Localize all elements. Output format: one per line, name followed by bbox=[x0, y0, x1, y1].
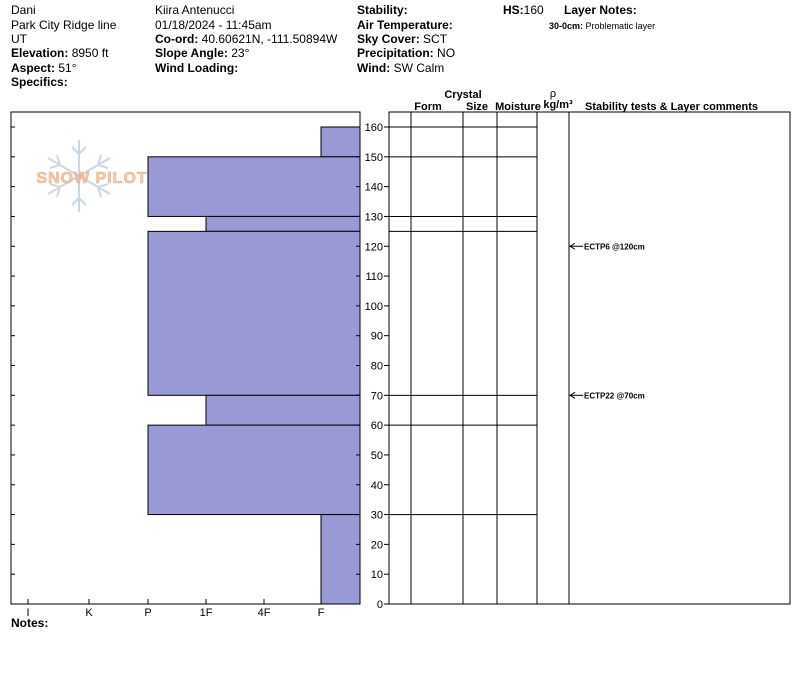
hardness-bar bbox=[320, 126, 361, 158]
stability-label: Stability: bbox=[357, 3, 408, 17]
depth-tick-label: 130 bbox=[365, 211, 383, 223]
air-temp-field: Air Temperature: bbox=[357, 18, 453, 32]
depth-tick-label: 60 bbox=[371, 420, 383, 432]
density-symbol-header: ρ bbox=[550, 88, 556, 100]
depth-tick-label: 90 bbox=[371, 331, 383, 343]
depth-tick-label: 10 bbox=[371, 569, 383, 581]
depth-tick-label: 30 bbox=[371, 510, 383, 522]
snowflake-icon bbox=[47, 140, 111, 212]
specifics-label: Specifics: bbox=[11, 75, 68, 89]
hardness-tick-label: I bbox=[26, 607, 29, 619]
layer-note-item: 30-0cm: Problematic layer bbox=[549, 19, 655, 33]
depth-tick-label: 160 bbox=[365, 122, 383, 134]
depth-axis: 0 10 20 30 40 50 60 70 80 90 100 110 120 130 140 150 160 bbox=[365, 122, 389, 611]
author-name: Kiira Antenucci bbox=[155, 3, 235, 17]
layer-notes-label: Layer Notes: bbox=[564, 3, 637, 17]
stability-field: Stability: bbox=[357, 3, 408, 17]
depth-tick-label: 40 bbox=[371, 480, 383, 492]
wind-loading-label: Wind Loading: bbox=[155, 61, 239, 75]
depth-tick-label: 80 bbox=[371, 361, 383, 373]
hardness-bar bbox=[147, 424, 361, 516]
hs-field: HS:160 bbox=[503, 3, 544, 17]
hs-label: HS: bbox=[503, 3, 524, 17]
plot-edge-ticks bbox=[11, 126, 360, 605]
arrow-left-icon bbox=[569, 391, 576, 399]
location-name: Park City Ridge line bbox=[11, 18, 117, 32]
coord-value: 40.60621N, -111.50894W bbox=[201, 32, 338, 46]
wind-value: SW Calm bbox=[393, 61, 445, 75]
stability-test-annotations: ECTP6 @120cm ECTP22 @70cm bbox=[569, 242, 645, 400]
hardness-tick-label: K bbox=[85, 607, 93, 619]
size-header: Size bbox=[466, 101, 488, 113]
layer-table-frame bbox=[388, 111, 791, 605]
state-name: UT bbox=[11, 32, 27, 46]
hs-value: 160 bbox=[523, 3, 544, 17]
coord-label: Co-ord: bbox=[155, 32, 199, 46]
air-temp-label: Air Temperature: bbox=[357, 18, 453, 32]
layer-note-range: 30-0cm: bbox=[549, 21, 584, 31]
precip-field: Precipitation: NO bbox=[357, 46, 455, 60]
watermark-text: SNOW PILOT bbox=[36, 170, 147, 187]
elevation-value: 8950 ft bbox=[71, 46, 109, 60]
layer-boundary-lines bbox=[389, 126, 537, 516]
hardness-axis: I K P 1F 4F F bbox=[26, 599, 325, 619]
slope-value: 23° bbox=[231, 46, 250, 60]
depth-tick-label: 140 bbox=[365, 182, 383, 194]
comments-header: Stability tests & Layer comments bbox=[585, 101, 758, 113]
hardness-bars bbox=[147, 126, 361, 605]
slope-field: Slope Angle: 23° bbox=[155, 46, 249, 60]
wind-field: Wind: SW Calm bbox=[357, 61, 444, 75]
density-unit-header: kg/m³ bbox=[543, 99, 573, 111]
hardness-tick-label: 4F bbox=[258, 607, 271, 619]
precip-value: NO bbox=[437, 46, 456, 60]
sky-cover-label: Sky Cover: bbox=[357, 32, 420, 46]
arrow-left-icon bbox=[569, 242, 576, 250]
depth-tick-label: 0 bbox=[377, 599, 383, 611]
notes-label: Notes: bbox=[11, 616, 49, 630]
depth-tick-label: 110 bbox=[365, 271, 383, 283]
hardness-tick-label: F bbox=[318, 607, 325, 619]
hardness-bar bbox=[147, 230, 361, 396]
notes-field: Notes: bbox=[11, 616, 48, 630]
depth-tick-label: 50 bbox=[371, 450, 383, 462]
hardness-bar bbox=[205, 394, 361, 426]
depth-tick-label: 70 bbox=[371, 390, 383, 402]
observation-datetime: 01/18/2024 - 11:45am bbox=[155, 18, 272, 32]
hardness-tick-label: P bbox=[144, 607, 151, 619]
slope-label: Slope Angle: bbox=[155, 46, 228, 60]
test-label: ECTP22 @70cm bbox=[584, 391, 645, 400]
hardness-tick-label: 1F bbox=[200, 607, 213, 619]
depth-tick-label: 150 bbox=[365, 152, 383, 164]
hardness-bar bbox=[147, 156, 361, 217]
moisture-header: Moisture bbox=[495, 101, 541, 113]
layer-notes-field: Layer Notes: bbox=[564, 3, 637, 17]
form-header: Form bbox=[414, 101, 442, 113]
depth-tick-label: 100 bbox=[365, 301, 383, 313]
elevation-label: Elevation: bbox=[11, 46, 69, 60]
layer-note-text: Problematic layer bbox=[585, 21, 656, 31]
coord-field: Co-ord: 40.60621N, -111.50894W bbox=[155, 32, 337, 46]
specifics-field: Specifics: bbox=[11, 75, 68, 89]
depth-tick-label: 120 bbox=[365, 241, 383, 253]
aspect-value: 51° bbox=[58, 61, 77, 75]
wind-label: Wind: bbox=[357, 61, 391, 75]
wind-loading-field: Wind Loading: bbox=[155, 61, 238, 75]
observer-name: Dani bbox=[11, 3, 36, 17]
test-label: ECTP6 @120cm bbox=[584, 242, 645, 251]
hardness-bar bbox=[205, 215, 361, 232]
sky-cover-value: SCT bbox=[423, 32, 448, 46]
aspect-field: Aspect: 51° bbox=[11, 61, 77, 75]
depth-tick-label: 20 bbox=[371, 539, 383, 551]
aspect-label: Aspect: bbox=[11, 61, 56, 75]
sky-cover-field: Sky Cover: SCT bbox=[357, 32, 447, 46]
elevation-field: Elevation: 8950 ft bbox=[11, 46, 108, 60]
hardness-bar bbox=[320, 514, 361, 605]
crystal-header: Crystal bbox=[444, 89, 481, 101]
precip-label: Precipitation: bbox=[357, 46, 434, 60]
